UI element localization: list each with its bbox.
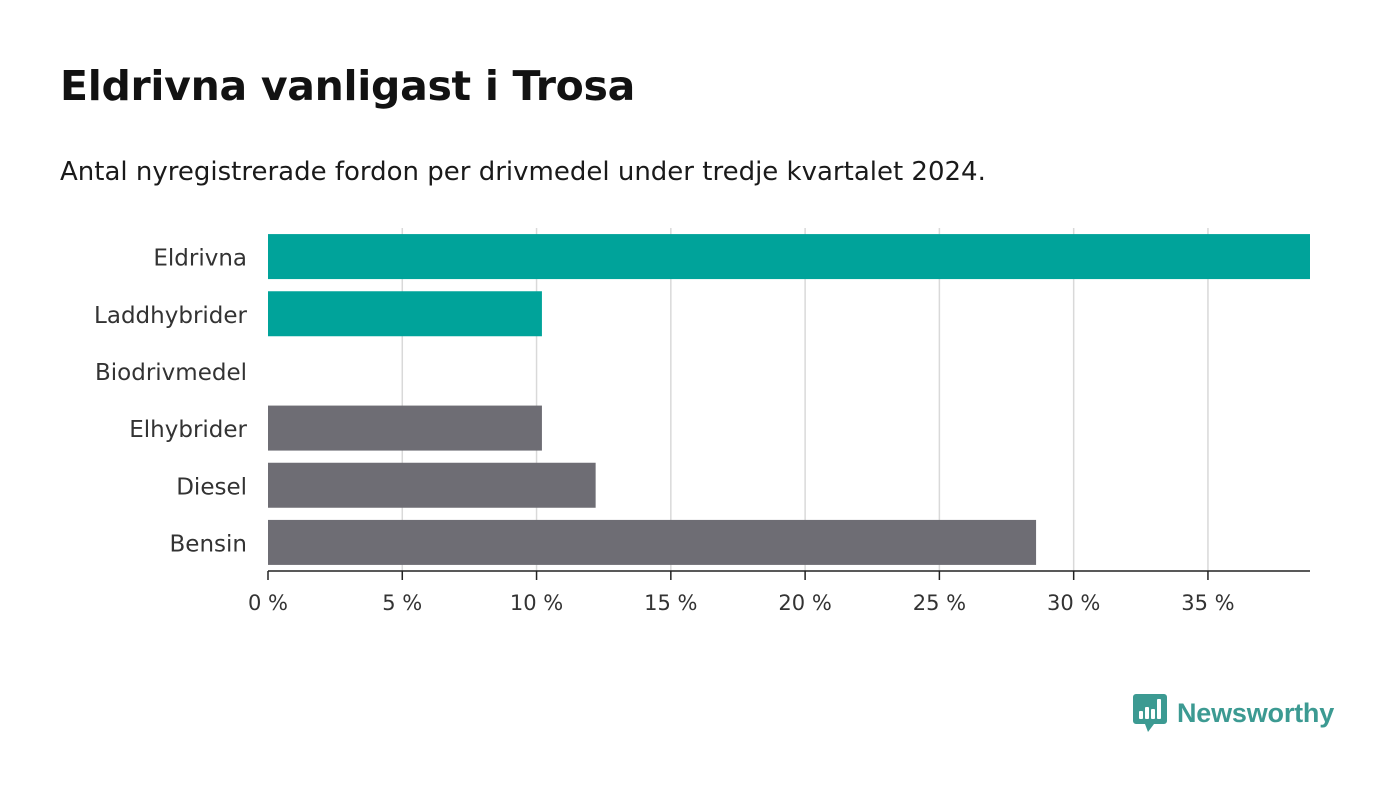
category-label: Eldrivna — [153, 246, 247, 272]
brand-logo: Newsworthy — [1133, 693, 1334, 733]
chart-subtitle: Antal nyregistrerade fordon per drivmede… — [60, 157, 986, 187]
newsworthy-logo-icon — [1133, 694, 1167, 732]
grid-lines — [401, 228, 1209, 571]
bar-elhybrider — [268, 405, 542, 451]
bar-laddhybrider — [268, 291, 542, 337]
x-tick-label: 5 % — [382, 591, 422, 615]
x-tick-label: 0 % — [248, 591, 288, 615]
category-label: Diesel — [176, 474, 247, 500]
bar-eldrivna — [268, 234, 1310, 280]
brand-name: Newsworthy — [1177, 697, 1335, 728]
category-labels: Eldrivna Laddhybrider Biodrivmedel Elhybrid… — [94, 246, 247, 558]
category-label: Elhybrider — [129, 417, 247, 443]
category-label: Laddhybrider — [94, 303, 247, 329]
x-tick-label: 15 % — [644, 591, 697, 615]
chart-title: Eldrivna vanligast i Trosa — [60, 62, 635, 110]
category-label: Biodrivmedel — [95, 360, 247, 386]
x-tick-label: 35 % — [1181, 591, 1234, 615]
x-axis: 0 % 5 % 10 % 15 % 20 % 25 % 30 % 35 % — [248, 570, 1310, 615]
bar-bensin — [268, 519, 1037, 565]
x-tick-label: 10 % — [510, 591, 563, 615]
x-tick-label: 20 % — [778, 591, 831, 615]
bars — [268, 234, 1310, 565]
category-label: Bensin — [170, 531, 247, 557]
x-tick-label: 25 % — [913, 591, 966, 615]
bar-diesel — [268, 462, 596, 508]
x-tick-label: 30 % — [1047, 591, 1100, 615]
